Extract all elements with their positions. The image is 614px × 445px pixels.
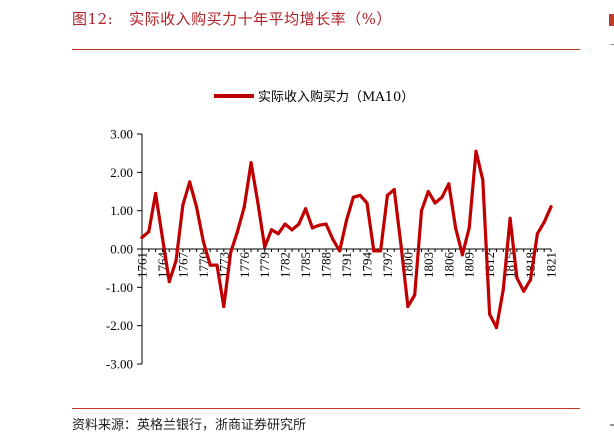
data-point bbox=[515, 276, 519, 280]
adjacent-figure-edge bbox=[609, 14, 614, 26]
y-tick-label: 3.00 bbox=[110, 127, 133, 142]
data-point bbox=[494, 325, 499, 330]
x-tick-label: 1782 bbox=[278, 252, 293, 278]
data-point bbox=[188, 180, 192, 184]
data-point bbox=[447, 182, 451, 186]
data-point bbox=[378, 249, 383, 253]
data-point bbox=[433, 201, 437, 205]
data-point bbox=[392, 187, 396, 192]
data-point bbox=[542, 220, 546, 224]
data-point bbox=[372, 249, 376, 253]
data-point bbox=[358, 193, 362, 197]
data-point bbox=[535, 232, 539, 236]
y-axis: 3.00 2.00 1.00 0.00 -1.00 -2.00 -3.00 bbox=[106, 127, 143, 372]
x-tick-label: 1761 bbox=[135, 252, 150, 278]
data-point bbox=[222, 304, 226, 309]
data-point bbox=[310, 226, 315, 230]
x-tick-label: 1806 bbox=[441, 252, 456, 279]
data-point bbox=[276, 232, 280, 236]
data-point bbox=[522, 289, 526, 293]
x-tick-label: 1812 bbox=[482, 252, 497, 278]
x-tick-label: 1791 bbox=[339, 252, 354, 278]
x-tick-label: 1803 bbox=[421, 252, 436, 278]
x-tick-label: 1785 bbox=[298, 252, 313, 278]
y-tick-label: 2.00 bbox=[110, 165, 133, 180]
data-point bbox=[194, 205, 199, 209]
data-point bbox=[263, 245, 267, 249]
data-point bbox=[467, 226, 471, 230]
source-rule bbox=[72, 408, 580, 409]
x-tick-label: 1788 bbox=[319, 252, 334, 278]
data-point bbox=[331, 237, 335, 242]
data-point bbox=[481, 178, 485, 182]
y-tick-label: -1.00 bbox=[106, 280, 133, 295]
data-point bbox=[160, 235, 165, 240]
y-tick-label: 1.00 bbox=[110, 203, 133, 218]
data-point bbox=[474, 149, 478, 153]
x-tick-label: 1821 bbox=[544, 252, 559, 278]
figure-title-text: 实际收入购买力十年平均增长率（%） bbox=[129, 10, 392, 28]
chart-legend: 实际收入购买力（MA10） bbox=[214, 89, 414, 105]
legend-label: 实际收入购买力（MA10） bbox=[258, 89, 414, 105]
data-point bbox=[549, 205, 553, 209]
data-point bbox=[317, 223, 321, 227]
data-point bbox=[528, 278, 533, 282]
data-point bbox=[338, 249, 342, 253]
x-tick-label: 1776 bbox=[237, 252, 252, 279]
series-layer bbox=[140, 149, 553, 330]
data-point bbox=[201, 239, 205, 243]
data-point bbox=[235, 230, 240, 234]
data-point bbox=[256, 201, 260, 205]
data-point bbox=[140, 235, 144, 240]
data-point bbox=[269, 228, 274, 232]
x-axis: 1761 1764 1767 1770 1773 1776 1779 1782 1785 1788… bbox=[135, 248, 559, 279]
source-note: 资料来源：英格兰银行，浙商证券研究所 bbox=[72, 418, 307, 433]
data-point bbox=[174, 258, 178, 263]
data-point bbox=[249, 161, 253, 165]
y-tick-label: -3.00 bbox=[106, 357, 133, 372]
data-point bbox=[351, 195, 355, 199]
data-point bbox=[215, 263, 219, 267]
x-tick-label: 1794 bbox=[359, 252, 374, 279]
data-point bbox=[208, 263, 212, 267]
adjacent-figure-rule bbox=[610, 44, 614, 45]
data-point bbox=[242, 205, 246, 209]
data-point bbox=[154, 191, 158, 196]
data-point bbox=[460, 253, 464, 257]
data-point bbox=[147, 230, 151, 234]
data-point bbox=[167, 279, 171, 284]
data-point bbox=[426, 189, 430, 194]
data-point bbox=[508, 216, 512, 220]
y-tick-label: 0.00 bbox=[110, 242, 133, 257]
x-tick-label: 1809 bbox=[462, 252, 477, 278]
data-point bbox=[181, 203, 185, 207]
data-point bbox=[290, 228, 294, 232]
figure-title: 图12: 实际收入购买力十年平均增长率（%） bbox=[72, 8, 392, 29]
data-point bbox=[488, 312, 492, 316]
x-tick-label: 1797 bbox=[380, 252, 395, 279]
title-rule bbox=[72, 49, 580, 50]
x-tick-label: 1767 bbox=[175, 252, 190, 279]
x-tick-label: 1779 bbox=[257, 252, 272, 278]
data-point bbox=[419, 209, 424, 213]
data-point bbox=[365, 201, 369, 205]
figure-label: 图12: bbox=[72, 10, 114, 28]
data-point bbox=[344, 218, 349, 222]
data-point bbox=[304, 207, 308, 211]
data-point bbox=[413, 293, 417, 297]
y-tick-label: -2.00 bbox=[106, 318, 133, 333]
data-point bbox=[501, 287, 505, 291]
data-point bbox=[297, 222, 301, 226]
data-point bbox=[385, 193, 389, 197]
data-point bbox=[399, 243, 403, 247]
data-point bbox=[229, 251, 233, 255]
data-point bbox=[283, 222, 287, 226]
data-point bbox=[324, 222, 328, 226]
adjacent-figure-rule-bottom bbox=[610, 424, 614, 426]
data-point bbox=[453, 226, 458, 230]
data-point bbox=[440, 195, 444, 199]
series-line bbox=[140, 149, 553, 330]
data-point bbox=[406, 304, 410, 309]
